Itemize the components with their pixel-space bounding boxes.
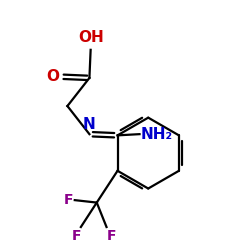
Text: F: F — [71, 230, 81, 243]
Text: NH₂: NH₂ — [141, 127, 173, 142]
Text: F: F — [106, 230, 116, 243]
Text: O: O — [46, 69, 59, 84]
Text: N: N — [83, 117, 96, 132]
Text: F: F — [64, 193, 74, 207]
Text: OH: OH — [78, 30, 104, 45]
